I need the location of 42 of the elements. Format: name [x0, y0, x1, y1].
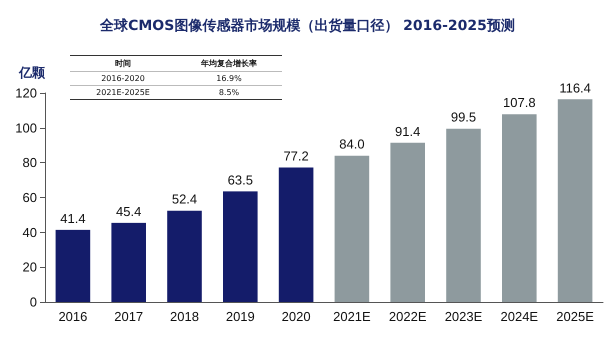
x-tick-label: 2023E — [444, 309, 483, 324]
x-tick-label: 2016 — [58, 309, 88, 324]
data-label: 84.0 — [339, 136, 365, 152]
bar — [223, 191, 258, 302]
data-label: 52.4 — [172, 192, 198, 207]
y-tick-label: 60 — [22, 190, 37, 205]
bar — [558, 99, 592, 302]
x-tick-label: 2024E — [500, 309, 538, 324]
x-tick-label: 2025E — [556, 309, 594, 324]
rate-table: 时间 年均复合增长率 2016-2020 16.9% 2021E-2025E 8.5% — [70, 55, 282, 100]
y-tick-label: 120 — [15, 86, 37, 100]
data-label: 107.8 — [503, 95, 536, 110]
chart-title: 全球CMOS图像传感器市场规模（出货量口径） 2016-2025预测 — [99, 17, 515, 34]
x-tick-label: 2021E — [333, 309, 372, 324]
bar — [56, 230, 90, 302]
x-tick-label: 2017 — [114, 309, 144, 324]
y-tick-label: 80 — [22, 155, 37, 170]
annotation: 2021E-2025E — [95, 87, 151, 99]
y-tick-label: 100 — [15, 120, 37, 136]
bar — [502, 114, 537, 302]
data-label: 45.4 — [116, 204, 142, 219]
data-label: 63.5 — [228, 172, 253, 188]
bar — [167, 210, 202, 302]
bar — [111, 222, 146, 302]
x-tick-label: 2020 — [282, 309, 311, 324]
x-tick-label: 2022E — [388, 309, 427, 324]
x-tick-label: 2019 — [226, 309, 255, 324]
data-label: 116.4 — [559, 80, 591, 96]
data-label: 41.4 — [60, 210, 86, 226]
y-tick-label: 20 — [22, 260, 37, 275]
y-tick-label: 0 — [30, 294, 37, 310]
x-tick-label: 2018 — [170, 309, 199, 324]
data-label: 99.5 — [450, 110, 476, 125]
data-label: 77.2 — [283, 148, 309, 164]
y-tick-label: 40 — [22, 224, 37, 240]
annotation: 8.5% — [218, 87, 240, 99]
y-axis-title: 亿颗 — [18, 65, 46, 80]
bar — [278, 168, 314, 302]
bar — [446, 128, 481, 302]
bar — [334, 156, 370, 302]
data-label: 91.4 — [395, 124, 420, 139]
bar — [390, 142, 425, 302]
